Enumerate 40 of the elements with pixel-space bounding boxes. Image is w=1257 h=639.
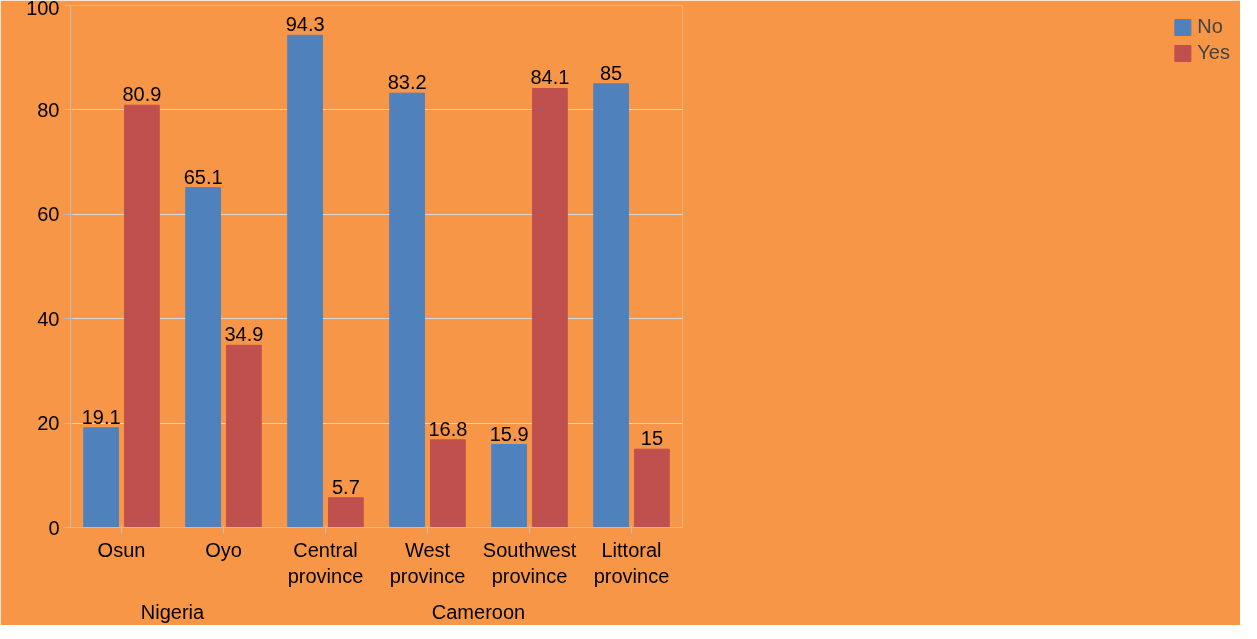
data-label: 83.2 [387,71,427,94]
bar [634,448,670,528]
data-label: 84.1 [530,66,570,89]
bar [124,104,160,528]
data-label: 85 [599,61,623,84]
x-tick-label: Central province [287,538,364,587]
data-label: 80.9 [122,83,162,106]
bar [430,439,466,528]
y-tick-label: 20 [37,412,60,435]
bar [287,34,323,528]
text: Nigeria [140,600,206,623]
bar [83,427,119,528]
data-label: 16.8 [428,417,468,440]
y-tick-label: 0 [48,516,60,539]
bar [328,497,364,528]
y-tick-label: 100 [26,0,60,19]
data-label: 5.7 [332,475,360,498]
bar [532,88,568,528]
y-tick-label: 40 [37,307,60,330]
data-label: 34.9 [224,323,264,346]
bar [491,444,527,528]
legend-label: No [1197,15,1223,38]
x-tick-label: Littoral province [593,538,670,587]
bar [593,83,629,528]
data-label: 19.1 [81,405,121,428]
x-tick-label: Osun [97,538,146,561]
data-label: 65.1 [183,165,223,188]
data-label: 94.3 [285,13,325,36]
data-label: 15 [640,427,664,450]
bar [226,344,262,528]
y-tick-label: 80 [37,98,60,121]
bar [389,92,425,528]
x-tick-label: West province [389,538,466,587]
legend-label: Yes [1197,41,1230,64]
x-tick-label: Southwest province [482,538,577,587]
data-label: 15.9 [489,422,529,445]
text: Cameroon [431,600,526,623]
x-tick-label: Oyo [205,538,242,561]
y-tick-label: 60 [37,203,60,226]
bar [185,187,221,528]
